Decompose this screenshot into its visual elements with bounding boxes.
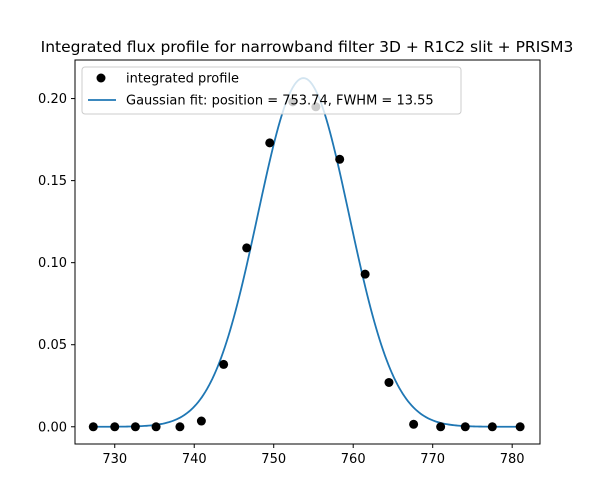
data-point <box>130 422 140 432</box>
x-tick-label: 770 <box>420 452 445 467</box>
legend-scatter-marker <box>96 73 106 83</box>
data-point <box>409 419 419 429</box>
y-axis-ticks: 0.00 0.05 0.10 0.15 0.20 <box>38 92 75 435</box>
data-point <box>151 422 161 432</box>
legend: integrated profile Gaussian fit: positio… <box>81 66 462 115</box>
data-point <box>460 422 470 432</box>
y-tick-label: 0.00 <box>38 420 67 435</box>
data-point <box>196 416 206 426</box>
x-tick-label: 760 <box>341 452 366 467</box>
data-point <box>436 422 446 432</box>
data-point <box>335 154 345 164</box>
data-point <box>360 269 370 279</box>
fit-layer <box>93 77 521 428</box>
y-tick-label: 0.05 <box>38 338 67 353</box>
legend-box <box>81 66 462 115</box>
data-point <box>242 243 252 253</box>
legend-label-gaussian-fit: Gaussian fit: position = 753.74, FWHM = … <box>126 94 434 109</box>
data-point <box>487 422 497 432</box>
data-point <box>110 422 120 432</box>
data-point <box>175 422 185 432</box>
data-point <box>515 422 525 432</box>
chart-title: Integrated flux profile for narrowband f… <box>41 38 574 56</box>
legend-label-integrated-profile: integrated profile <box>126 72 239 87</box>
data-point <box>88 422 98 432</box>
data-point <box>384 377 394 387</box>
y-tick-label: 0.20 <box>38 92 67 107</box>
x-tick-label: 750 <box>261 452 286 467</box>
x-tick-label: 730 <box>102 452 127 467</box>
data-point <box>219 359 229 369</box>
x-tick-label: 740 <box>182 452 207 467</box>
y-tick-label: 0.15 <box>38 174 67 189</box>
plot-frame <box>74 59 541 445</box>
y-tick-label: 0.10 <box>38 256 67 271</box>
x-axis-ticks: 730 740 750 760 770 780 <box>102 444 525 467</box>
data-point <box>265 138 275 148</box>
x-tick-label: 780 <box>500 452 525 467</box>
points-layer <box>88 97 525 432</box>
gaussian-fit-line <box>93 77 521 428</box>
